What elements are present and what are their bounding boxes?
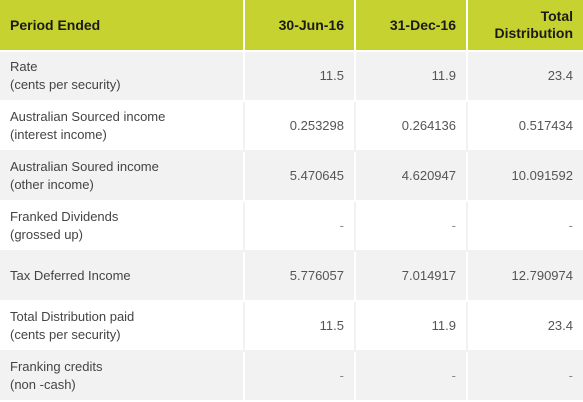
table-body: Rate (cents per security) 11.5 11.9 23.4 …	[0, 52, 583, 402]
period-ended-header: Period Ended	[0, 0, 245, 52]
row-label-line1: Australian Sourced income	[10, 109, 166, 124]
header-row: Period Ended 30-Jun-16 31-Dec-16 Total D…	[0, 0, 583, 52]
total-header-line1: Total	[540, 8, 573, 24]
row-label: Franking credits (non -cash)	[0, 352, 245, 402]
jun-16-value: 11.5	[245, 52, 356, 102]
dec-16-value: 0.264136	[356, 102, 468, 152]
total-value: 10.091592	[468, 152, 583, 202]
total-value: 23.4	[468, 302, 583, 352]
dec-16-value: 11.9	[356, 52, 468, 102]
jun-16-value: 11.5	[245, 302, 356, 352]
total-value: 12.790974	[468, 252, 583, 302]
row-label-line1: Franking credits	[10, 359, 103, 374]
row-label-line2: (cents per security)	[10, 77, 121, 92]
row-label-line2: (grossed up)	[10, 227, 83, 242]
row-label: Rate (cents per security)	[0, 52, 245, 102]
total-value: -	[468, 352, 583, 402]
table-row: Franked Dividends (grossed up) - - -	[0, 202, 583, 252]
dec-16-header: 31-Dec-16	[356, 0, 468, 52]
row-label-line1: Tax Deferred Income	[10, 268, 131, 283]
total-value: 23.4	[468, 52, 583, 102]
row-label: Australian Sourced income (interest incom…	[0, 102, 245, 152]
table-row: Total Distribution paid (cents per securi…	[0, 302, 583, 352]
row-label: Total Distribution paid (cents per securi…	[0, 302, 245, 352]
dec-16-value: 4.620947	[356, 152, 468, 202]
row-label-line1: Total Distribution paid	[10, 309, 135, 324]
dec-16-value: 7.014917	[356, 252, 468, 302]
row-label-line2: (other income)	[10, 177, 94, 192]
table-row: Australian Sourced income (interest incom…	[0, 102, 583, 152]
table-header: Period Ended 30-Jun-16 31-Dec-16 Total D…	[0, 0, 583, 52]
table-row: Rate (cents per security) 11.5 11.9 23.4	[0, 52, 583, 102]
row-label-line1: Australian Soured income	[10, 159, 159, 174]
jun-16-value: 5.776057	[245, 252, 356, 302]
dec-16-value: 11.9	[356, 302, 468, 352]
jun-16-value: -	[245, 202, 356, 252]
jun-16-value: 5.470645	[245, 152, 356, 202]
total-value: -	[468, 202, 583, 252]
table-row: Australian Soured income (other income) 5…	[0, 152, 583, 202]
row-label-line2: (interest income)	[10, 127, 107, 142]
jun-16-value: 0.253298	[245, 102, 356, 152]
total-distribution-header: Total Distribution	[468, 0, 583, 52]
jun-16-value: -	[245, 352, 356, 402]
row-label-line2: (cents per security)	[10, 327, 121, 342]
row-label-line2: (non -cash)	[10, 377, 76, 392]
total-value: 0.517434	[468, 102, 583, 152]
dec-16-value: -	[356, 352, 468, 402]
row-label: Franked Dividends (grossed up)	[0, 202, 245, 252]
row-label-line1: Franked Dividends	[10, 209, 119, 224]
row-label-line1: Rate	[10, 59, 38, 74]
jun-16-header: 30-Jun-16	[245, 0, 356, 52]
total-header-line2: Distribution	[494, 25, 573, 41]
row-label: Australian Soured income (other income)	[0, 152, 245, 202]
table-row: Tax Deferred Income 5.776057 7.014917 12…	[0, 252, 583, 302]
row-label: Tax Deferred Income	[0, 252, 245, 302]
dec-16-value: -	[356, 202, 468, 252]
table-row: Franking credits (non -cash) - - -	[0, 352, 583, 402]
